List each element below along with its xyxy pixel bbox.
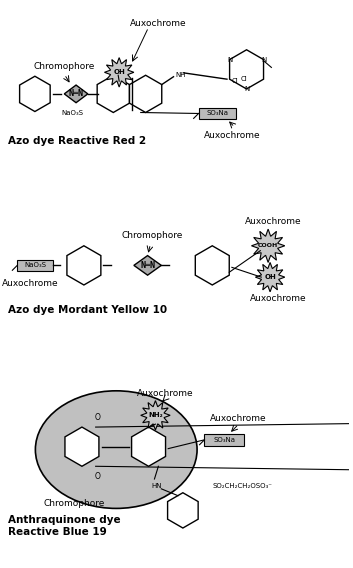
Polygon shape xyxy=(141,400,170,430)
Polygon shape xyxy=(20,76,50,111)
Text: Auxochrome: Auxochrome xyxy=(204,131,260,140)
Text: Chromophore: Chromophore xyxy=(34,62,95,71)
Text: N═N: N═N xyxy=(68,89,84,98)
Text: N═N: N═N xyxy=(140,261,155,270)
Polygon shape xyxy=(97,75,130,112)
Text: Reactive Blue 19: Reactive Blue 19 xyxy=(8,527,107,537)
Text: NaO₃S: NaO₃S xyxy=(61,110,83,115)
Polygon shape xyxy=(195,246,229,285)
Text: Auxochrome: Auxochrome xyxy=(245,217,301,225)
Polygon shape xyxy=(67,246,101,285)
Text: NaO₃S: NaO₃S xyxy=(24,262,46,269)
Text: Auxochrome: Auxochrome xyxy=(210,414,267,423)
Text: SO₃Na: SO₃Na xyxy=(213,437,235,443)
Text: Chromophore: Chromophore xyxy=(122,232,183,240)
Polygon shape xyxy=(64,85,88,103)
Polygon shape xyxy=(130,75,162,112)
Polygon shape xyxy=(168,493,198,528)
Text: O: O xyxy=(95,471,101,481)
Text: HN: HN xyxy=(151,483,162,489)
Text: Auxochrome: Auxochrome xyxy=(2,278,58,287)
Text: N: N xyxy=(227,57,232,62)
FancyBboxPatch shape xyxy=(17,260,53,272)
Text: N: N xyxy=(244,86,249,92)
Text: OH: OH xyxy=(264,274,276,280)
Text: Auxochrome: Auxochrome xyxy=(250,294,306,303)
Text: Anthraquinone dye: Anthraquinone dye xyxy=(8,515,121,525)
FancyBboxPatch shape xyxy=(198,107,236,119)
Text: Auxochrome: Auxochrome xyxy=(130,19,187,28)
Text: Auxochrome: Auxochrome xyxy=(137,389,193,398)
Polygon shape xyxy=(255,262,285,292)
Text: Cl: Cl xyxy=(232,78,239,84)
Text: COOH: COOH xyxy=(258,243,278,248)
Text: SO₃Na: SO₃Na xyxy=(206,111,228,116)
Text: Azo dye Reactive Red 2: Azo dye Reactive Red 2 xyxy=(8,136,146,146)
Text: Azo dye Mordant Yellow 10: Azo dye Mordant Yellow 10 xyxy=(8,304,168,315)
Text: Cl: Cl xyxy=(240,76,247,82)
Text: NH₂: NH₂ xyxy=(148,412,163,418)
Text: SO₂CH₂CH₂OSO₃⁻: SO₂CH₂CH₂OSO₃⁻ xyxy=(212,483,272,489)
Polygon shape xyxy=(229,50,264,89)
Polygon shape xyxy=(104,57,134,87)
Text: N: N xyxy=(261,57,266,62)
Text: Chromophore: Chromophore xyxy=(43,499,105,508)
Polygon shape xyxy=(132,427,166,466)
Text: O: O xyxy=(95,413,101,422)
FancyBboxPatch shape xyxy=(204,434,244,446)
Text: NH: NH xyxy=(175,72,186,78)
Text: OH: OH xyxy=(113,69,125,76)
Polygon shape xyxy=(134,256,161,275)
Ellipse shape xyxy=(35,391,197,508)
Polygon shape xyxy=(251,229,285,262)
Polygon shape xyxy=(65,427,99,466)
